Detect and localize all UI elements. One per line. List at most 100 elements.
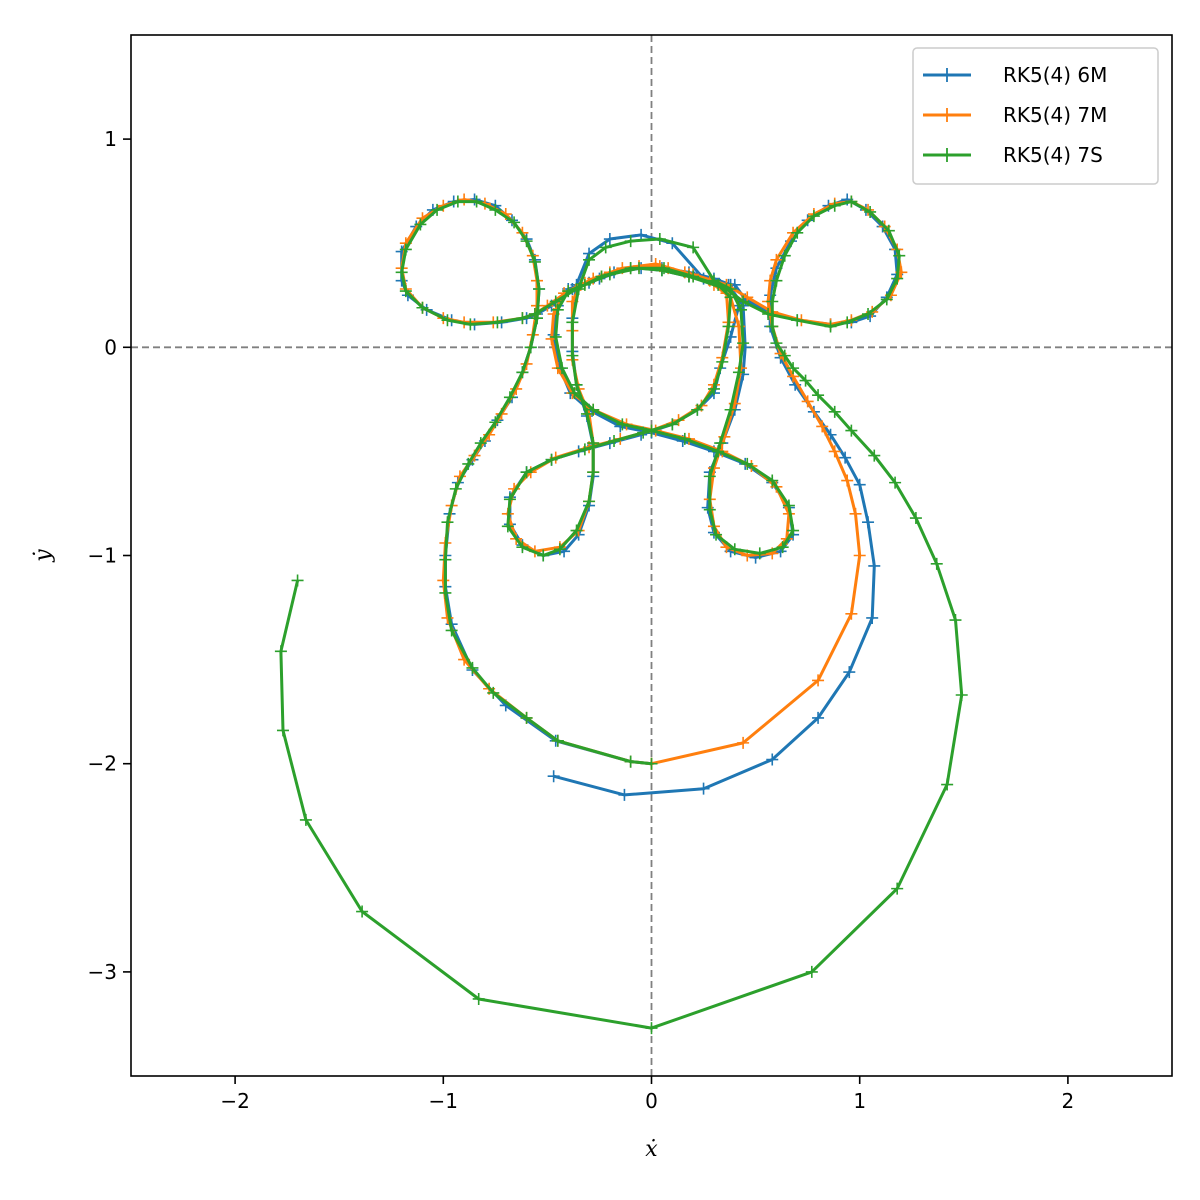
reference-lines — [131, 35, 1172, 1076]
data-point-marker — [624, 262, 637, 275]
data-point-marker — [941, 778, 954, 791]
data-point-marker — [882, 224, 895, 237]
data-point-marker — [445, 624, 458, 637]
legend-label: RK5(4) 6M — [1003, 63, 1107, 87]
data-point-marker — [470, 195, 483, 208]
data-point-marker — [841, 474, 854, 487]
data-point-marker — [520, 711, 533, 724]
data-point-marker — [437, 574, 450, 587]
data-point-marker — [864, 205, 877, 218]
data-point-marker — [843, 666, 856, 679]
data-point-marker — [503, 493, 516, 506]
data-point-marker — [691, 403, 704, 416]
data-point-marker — [595, 270, 608, 283]
data-point-marker — [562, 285, 575, 298]
data-point-marker — [841, 316, 854, 329]
data-point-marker — [707, 382, 720, 395]
data-point-marker — [549, 330, 562, 343]
data-point-marker — [845, 607, 858, 620]
y-tick-label: 1 — [104, 127, 117, 151]
data-point-marker — [737, 337, 750, 350]
data-point-marker — [678, 432, 691, 445]
data-point-marker — [624, 235, 637, 248]
data-point-marker — [753, 547, 766, 560]
x-tick-label: 2 — [1062, 1089, 1075, 1113]
data-point-marker — [778, 249, 791, 262]
data-point-marker — [645, 757, 658, 770]
data-point-marker — [570, 524, 583, 537]
data-point-marker — [697, 782, 710, 795]
legend-swatch-marker — [940, 68, 954, 82]
data-point-marker — [570, 378, 583, 391]
data-point-marker — [732, 366, 745, 379]
data-point-marker — [839, 451, 852, 464]
data-point-marker — [737, 295, 750, 308]
data-point-marker — [862, 516, 875, 529]
data-point-marker — [583, 495, 596, 508]
data-point-marker — [714, 437, 727, 450]
data-point-marker — [824, 320, 837, 333]
x-tick-label: 1 — [853, 1089, 866, 1113]
data-point-marker — [687, 241, 700, 254]
data-point-marker — [399, 243, 412, 256]
data-point-marker — [812, 711, 825, 724]
legend-entry: RK5(4) 7S — [923, 143, 1103, 167]
data-point-marker — [276, 724, 289, 737]
data-point-marker — [399, 285, 412, 298]
data-point-marker — [530, 312, 543, 325]
data-point-marker — [587, 437, 600, 450]
data-point-marker — [524, 341, 537, 354]
data-point-marker — [566, 316, 579, 329]
data-point-marker — [812, 674, 825, 687]
legend-swatch-marker — [940, 108, 954, 122]
data-point-marker — [791, 314, 804, 327]
data-point-marker — [782, 499, 795, 512]
data-point-marker — [537, 549, 550, 562]
data-point-marker — [551, 303, 564, 316]
data-point-marker — [528, 255, 541, 268]
legend: RK5(4) 6M RK5(4) 7M RK5(4) 7S — [912, 47, 1159, 185]
legend-label: RK5(4) 7M — [1003, 103, 1107, 127]
y-tick-label: −1 — [88, 544, 117, 568]
data-point-marker — [587, 403, 600, 416]
data-point-marker — [710, 528, 723, 541]
data-point-marker — [868, 449, 881, 462]
data-point-marker — [489, 416, 502, 429]
data-point-marker — [551, 734, 564, 747]
data-point-marker — [766, 320, 779, 333]
data-point-marker — [414, 218, 427, 231]
data-point-marker — [520, 235, 533, 248]
data-point-marker — [431, 203, 444, 216]
data-point-marker — [578, 443, 591, 456]
data-point-marker — [516, 312, 529, 325]
data-point-marker — [735, 303, 748, 316]
data-point-marker — [866, 611, 879, 624]
data-point-marker — [801, 395, 814, 408]
data-point-marker — [807, 210, 820, 223]
data-point-marker — [616, 418, 629, 431]
data-point-marker — [853, 549, 866, 562]
y-axis-label: ẏ — [31, 549, 56, 563]
data-point-marker — [549, 295, 562, 308]
data-point-marker — [766, 474, 779, 487]
legend-entry: RK5(4) 7M — [923, 103, 1107, 127]
data-point-marker — [930, 557, 943, 570]
x-tick-label: −2 — [220, 1089, 249, 1113]
data-point-marker — [618, 788, 631, 801]
data-point-marker — [703, 503, 716, 516]
data-point-marker — [489, 203, 502, 216]
data-point-marker — [547, 770, 560, 783]
data-point-marker — [845, 424, 858, 437]
data-point-marker — [722, 320, 735, 333]
data-point-marker — [274, 645, 287, 658]
data-point-marker — [805, 965, 818, 978]
data-point-marker — [599, 241, 612, 254]
data-point-marker — [441, 314, 454, 327]
data-point-marker — [655, 264, 668, 277]
data-point-marker — [849, 507, 862, 520]
data-point-marker — [799, 374, 812, 387]
data-point-marker — [766, 753, 779, 766]
data-point-marker — [516, 366, 529, 379]
